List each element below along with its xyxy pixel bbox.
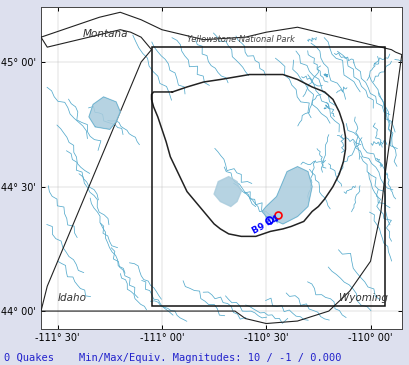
Text: Yellowstone National Park: Yellowstone National Park — [187, 35, 294, 44]
Bar — [151, 47, 384, 306]
Polygon shape — [89, 97, 120, 129]
Polygon shape — [261, 167, 311, 224]
Text: 0 Quakes    Min/Max/Equiv. Magnitudes: 10 / -1 / 0.000: 0 Quakes Min/Max/Equiv. Magnitudes: 10 /… — [4, 353, 341, 363]
Text: Montana: Montana — [83, 29, 128, 39]
Text: Idaho: Idaho — [58, 293, 86, 303]
Text: Wyoming: Wyoming — [338, 293, 387, 303]
Text: B9 44: B9 44 — [250, 214, 280, 236]
Polygon shape — [213, 177, 240, 207]
